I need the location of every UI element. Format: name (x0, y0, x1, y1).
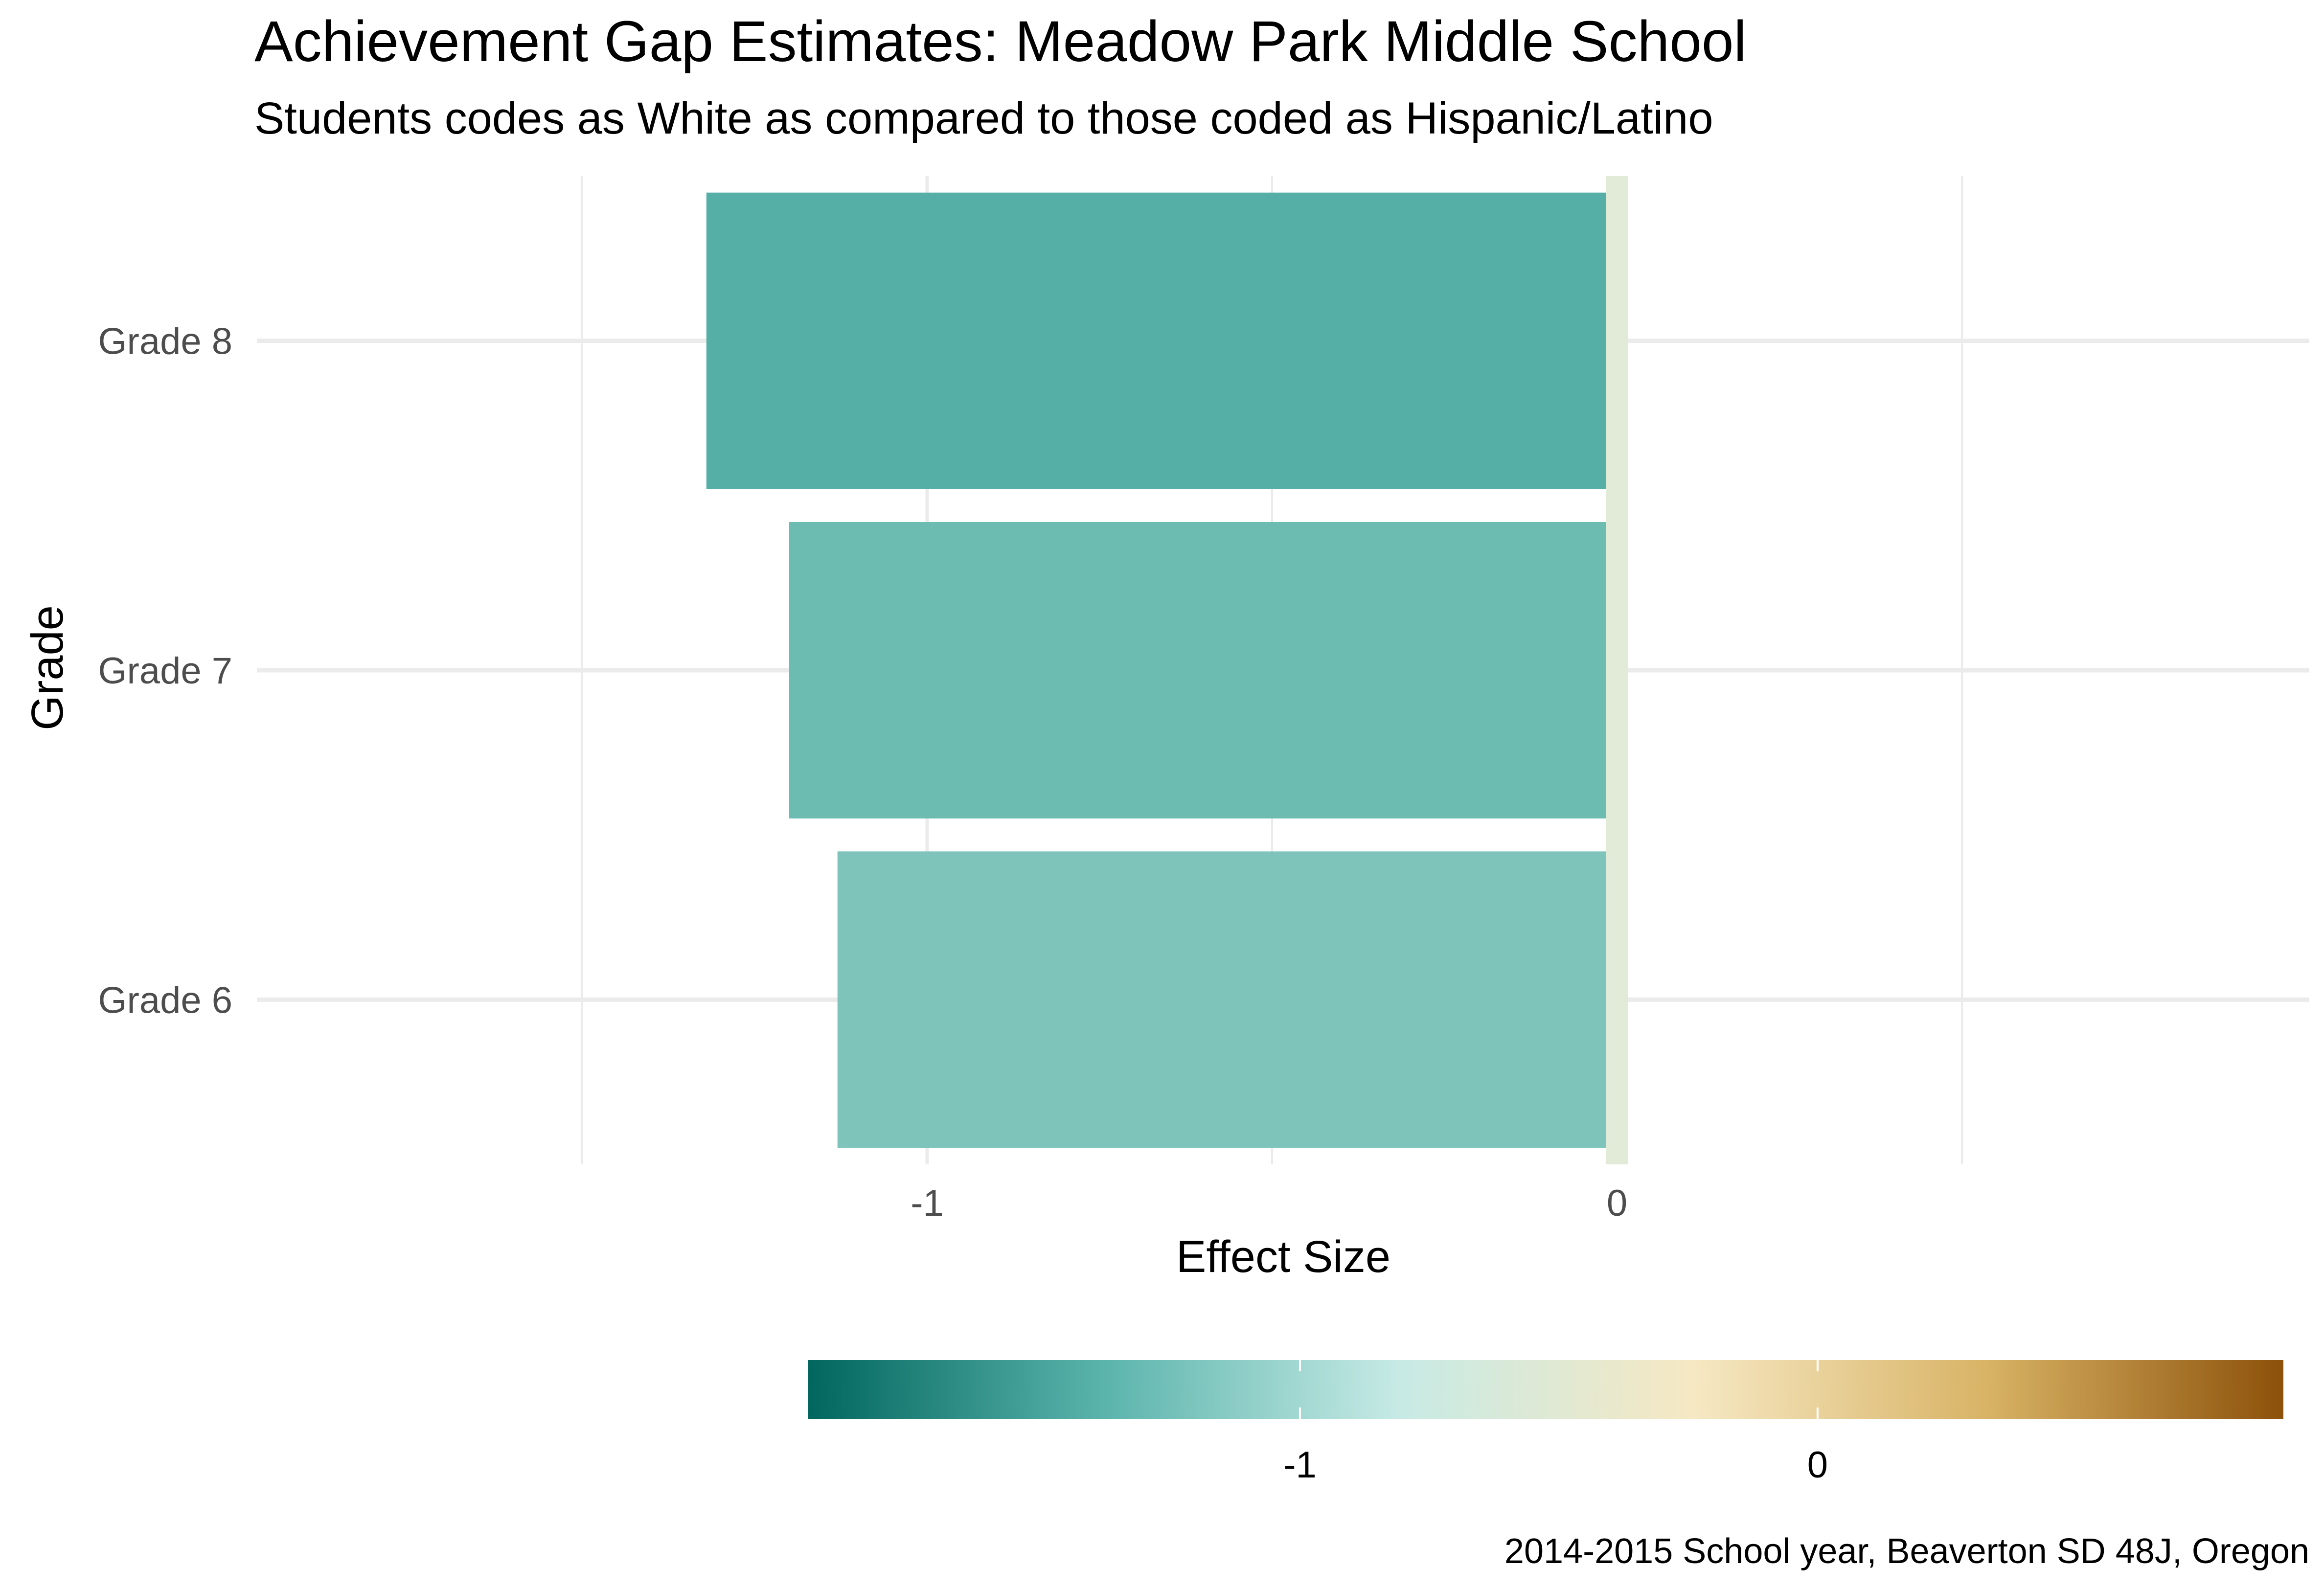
colorbar-ticks: -1 0 (1283, 1360, 1828, 1486)
colorbar-legend: -1 0 (808, 1360, 2283, 1486)
bar-grade-6 (837, 851, 1617, 1148)
x-tick-labels: -1 0 (911, 1182, 1627, 1224)
colorbar (808, 1360, 2283, 1419)
y-tick-label: Grade 6 (98, 979, 232, 1021)
colorbar-tick-label: -1 (1283, 1444, 1317, 1486)
bar-grade-8 (706, 192, 1617, 489)
bars (706, 192, 1617, 1148)
x-tick-label: 0 (1607, 1182, 1627, 1224)
chart-title: Achievement Gap Estimates: Meadow Park M… (254, 9, 1747, 74)
colorbar-tick-label: 0 (1807, 1444, 1828, 1486)
y-axis-title: Grade (23, 605, 72, 730)
caption: 2014-2015 School year, Beaverton SD 48J,… (1504, 1532, 2309, 1571)
y-tick-label: Grade 8 (98, 321, 232, 363)
y-tick-labels: Grade 6 Grade 7 Grade 8 (98, 321, 232, 1022)
zero-line (1606, 176, 1628, 1164)
x-axis-title: Effect Size (1176, 1232, 1390, 1282)
chart-subtitle: Students codes as White as compared to t… (254, 93, 1713, 143)
x-tick-label: -1 (911, 1182, 944, 1224)
y-tick-label: Grade 7 (98, 650, 232, 692)
reference-line (1606, 176, 1628, 1164)
bar-grade-7 (789, 522, 1617, 818)
